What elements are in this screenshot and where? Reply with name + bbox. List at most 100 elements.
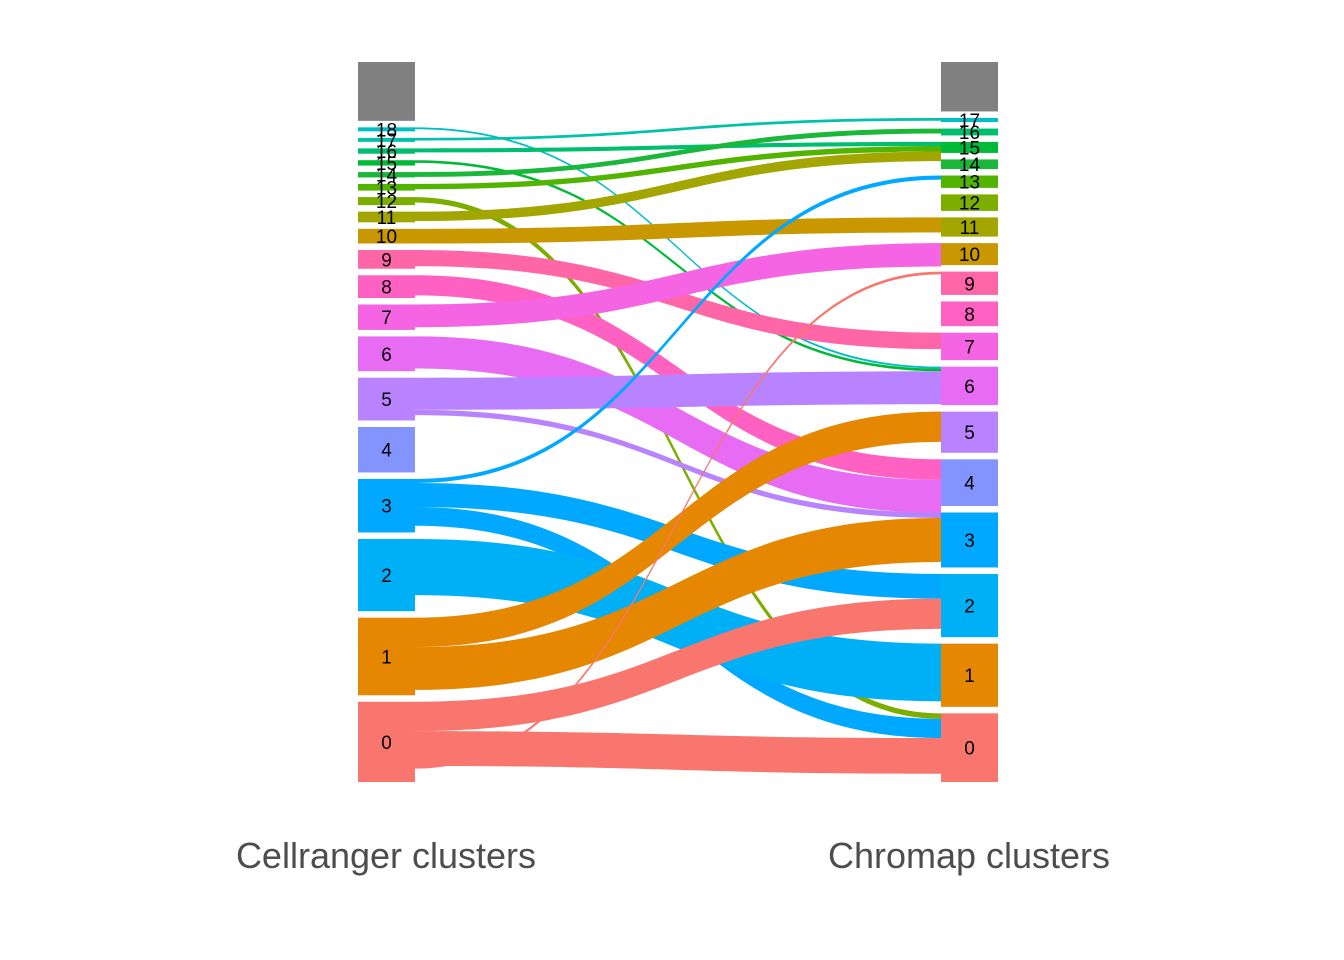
left-node-label-13: 13 (376, 178, 397, 199)
right-node-label-14: 14 (959, 155, 981, 176)
flow-3-to-13 (415, 175, 941, 483)
right-node-14 (941, 159, 998, 170)
right-node-9 (941, 271, 998, 295)
flow-7-to-10 (415, 243, 941, 328)
axis-label-left: Cellranger clusters (236, 835, 536, 876)
right-node-12 (941, 194, 998, 211)
left-node-label-18: 18 (376, 120, 397, 141)
left-node-11 (358, 211, 415, 223)
right-node-5 (941, 411, 998, 453)
right-node-4 (941, 459, 998, 507)
flow-0-to-2 (415, 598, 941, 732)
flow-0-to-0 (415, 731, 941, 774)
right-node-label-1: 1 (964, 666, 975, 687)
left-node-8 (358, 275, 415, 299)
left-node-label-1: 1 (381, 647, 392, 668)
left-node-13 (358, 183, 415, 191)
left-node-label-14: 14 (376, 166, 398, 187)
flow-10-to-11 (415, 217, 941, 244)
right-node-label-13: 13 (959, 173, 980, 194)
left-node-3 (358, 478, 415, 533)
left-node-label-0: 0 (381, 733, 392, 754)
right-node-2 (941, 573, 998, 638)
right-node-label-7: 7 (964, 337, 975, 358)
left-node-10 (358, 228, 415, 244)
flow-16-to-15 (415, 141, 941, 153)
right-node-label-16: 16 (959, 123, 980, 144)
right-node-label-2: 2 (964, 597, 975, 618)
right-node-label-8: 8 (964, 305, 975, 326)
right-node-10 (941, 243, 998, 266)
right-node-1 (941, 643, 998, 707)
left-node-2 (358, 538, 415, 612)
right-node-8 (941, 301, 998, 327)
left-node-label-16: 16 (376, 142, 397, 163)
flow-15-to-6 (415, 160, 941, 372)
left-node-7 (358, 304, 415, 330)
left-node-label-4: 4 (381, 441, 392, 462)
left-node-18 (358, 127, 415, 132)
left-node-na (358, 62, 415, 121)
flow-18-to-6 (415, 127, 941, 369)
right-node-label-17: 17 (959, 111, 980, 132)
right-node-15 (941, 141, 998, 153)
left-node-0 (358, 701, 415, 782)
right-node-0 (941, 713, 998, 782)
flow-12-to-0 (415, 197, 941, 719)
left-node-1 (358, 617, 415, 696)
flow-5-to-6 (415, 371, 941, 410)
right-node-label-10: 10 (959, 245, 980, 266)
flow-1-to-5 (415, 411, 941, 648)
axis-label-right: Chromap clusters (828, 835, 1110, 876)
left-node-label-12: 12 (376, 192, 397, 213)
left-node-15 (358, 160, 415, 166)
right-node-label-15: 15 (959, 138, 980, 159)
right-node-11 (941, 217, 998, 237)
right-node-label-3: 3 (964, 531, 975, 552)
right-node-label-0: 0 (964, 739, 975, 760)
left-node-9 (358, 250, 415, 269)
left-node-label-11: 11 (377, 208, 397, 229)
right-node-label-4: 4 (964, 474, 975, 495)
left-node-17 (358, 137, 415, 142)
right-node-label-6: 6 (964, 377, 975, 398)
right-node-label-9: 9 (964, 274, 975, 295)
nodes-layer (358, 62, 998, 782)
flow-11-to-15 (415, 151, 941, 221)
left-node-label-9: 9 (381, 250, 392, 271)
left-node-5 (358, 377, 415, 421)
right-node-label-11: 11 (960, 218, 980, 239)
left-node-label-8: 8 (381, 278, 392, 299)
right-node-3 (941, 512, 998, 568)
left-node-label-3: 3 (381, 497, 392, 518)
left-node-16 (358, 148, 415, 154)
right-node-13 (941, 175, 998, 188)
right-node-label-5: 5 (964, 423, 975, 444)
left-node-6 (358, 336, 415, 372)
right-node-7 (941, 332, 998, 361)
left-node-label-10: 10 (376, 227, 397, 248)
node-labels-layer: 0123456789101112131415161718012345678910… (376, 111, 981, 760)
flow-17-to-17 (415, 117, 941, 141)
left-node-label-7: 7 (381, 308, 392, 329)
right-node-17 (941, 117, 998, 123)
left-node-12 (358, 197, 415, 206)
left-node-label-2: 2 (381, 566, 392, 587)
flow-0-to-9 (415, 271, 941, 769)
flow-13-to-15 (415, 146, 941, 190)
flow-5-to-3 (415, 409, 941, 519)
right-node-6 (941, 366, 998, 406)
right-node-label-12: 12 (959, 194, 980, 215)
left-node-4 (358, 426, 415, 473)
left-node-label-17: 17 (376, 131, 397, 152)
left-node-label-15: 15 (376, 154, 397, 175)
flows-layer (415, 117, 941, 774)
left-node-label-6: 6 (381, 345, 392, 366)
left-node-label-5: 5 (381, 390, 392, 411)
right-node-na (941, 62, 998, 112)
flow-1-to-3 (415, 518, 941, 690)
left-node-14 (358, 172, 415, 178)
right-node-16 (941, 128, 998, 136)
flow-14-to-16 (415, 128, 941, 177)
